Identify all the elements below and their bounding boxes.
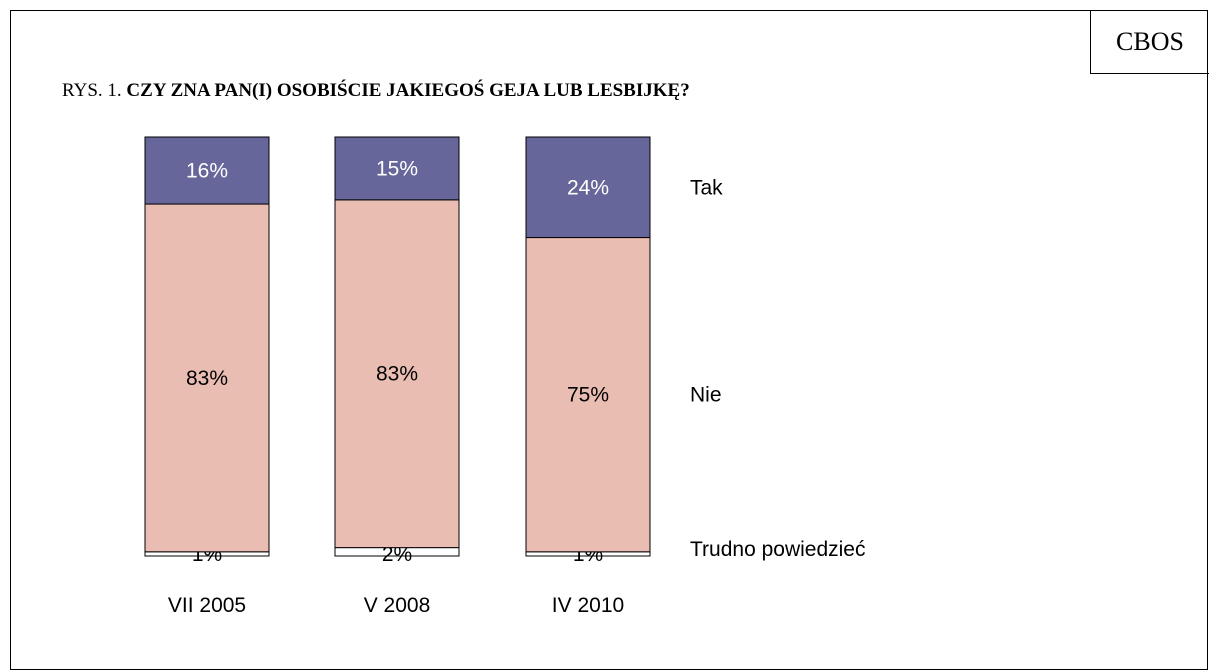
title-main: CZY ZNA PAN(I) OSOBIŚCIE JAKIEGOŚ GEJA L… (126, 80, 690, 101)
data-label: 16% (186, 160, 228, 183)
data-label: 24% (567, 176, 609, 199)
data-label: 2% (382, 543, 412, 566)
title-prefix: RYS. 1. (62, 80, 122, 101)
cbos-badge: CBOS (1090, 10, 1209, 74)
chart-title: RYS. 1. CZY ZNA PAN(I) OSOBIŚCIE JAKIEGO… (62, 80, 690, 102)
data-label: 15% (376, 157, 418, 180)
legend-label: Nie (690, 384, 722, 407)
bar-segment-nie-2 (525, 237, 651, 553)
x-axis-label: VII 2005 (168, 594, 246, 617)
bar-segment-tak-1 (334, 136, 460, 201)
legend-label: Trudno powiedzieć (690, 538, 866, 561)
data-label: 83% (186, 367, 228, 390)
data-label: 75% (567, 384, 609, 407)
x-axis-label: IV 2010 (552, 594, 624, 617)
bar-segment-nie-0 (144, 203, 270, 553)
bar-segment-tak-0 (144, 136, 270, 205)
bar-segment-tak-2 (525, 136, 651, 239)
legend-label: Tak (690, 176, 723, 199)
bar-segment-nie-1 (334, 199, 460, 549)
x-axis-label: V 2008 (364, 594, 431, 617)
data-label: 83% (376, 363, 418, 386)
